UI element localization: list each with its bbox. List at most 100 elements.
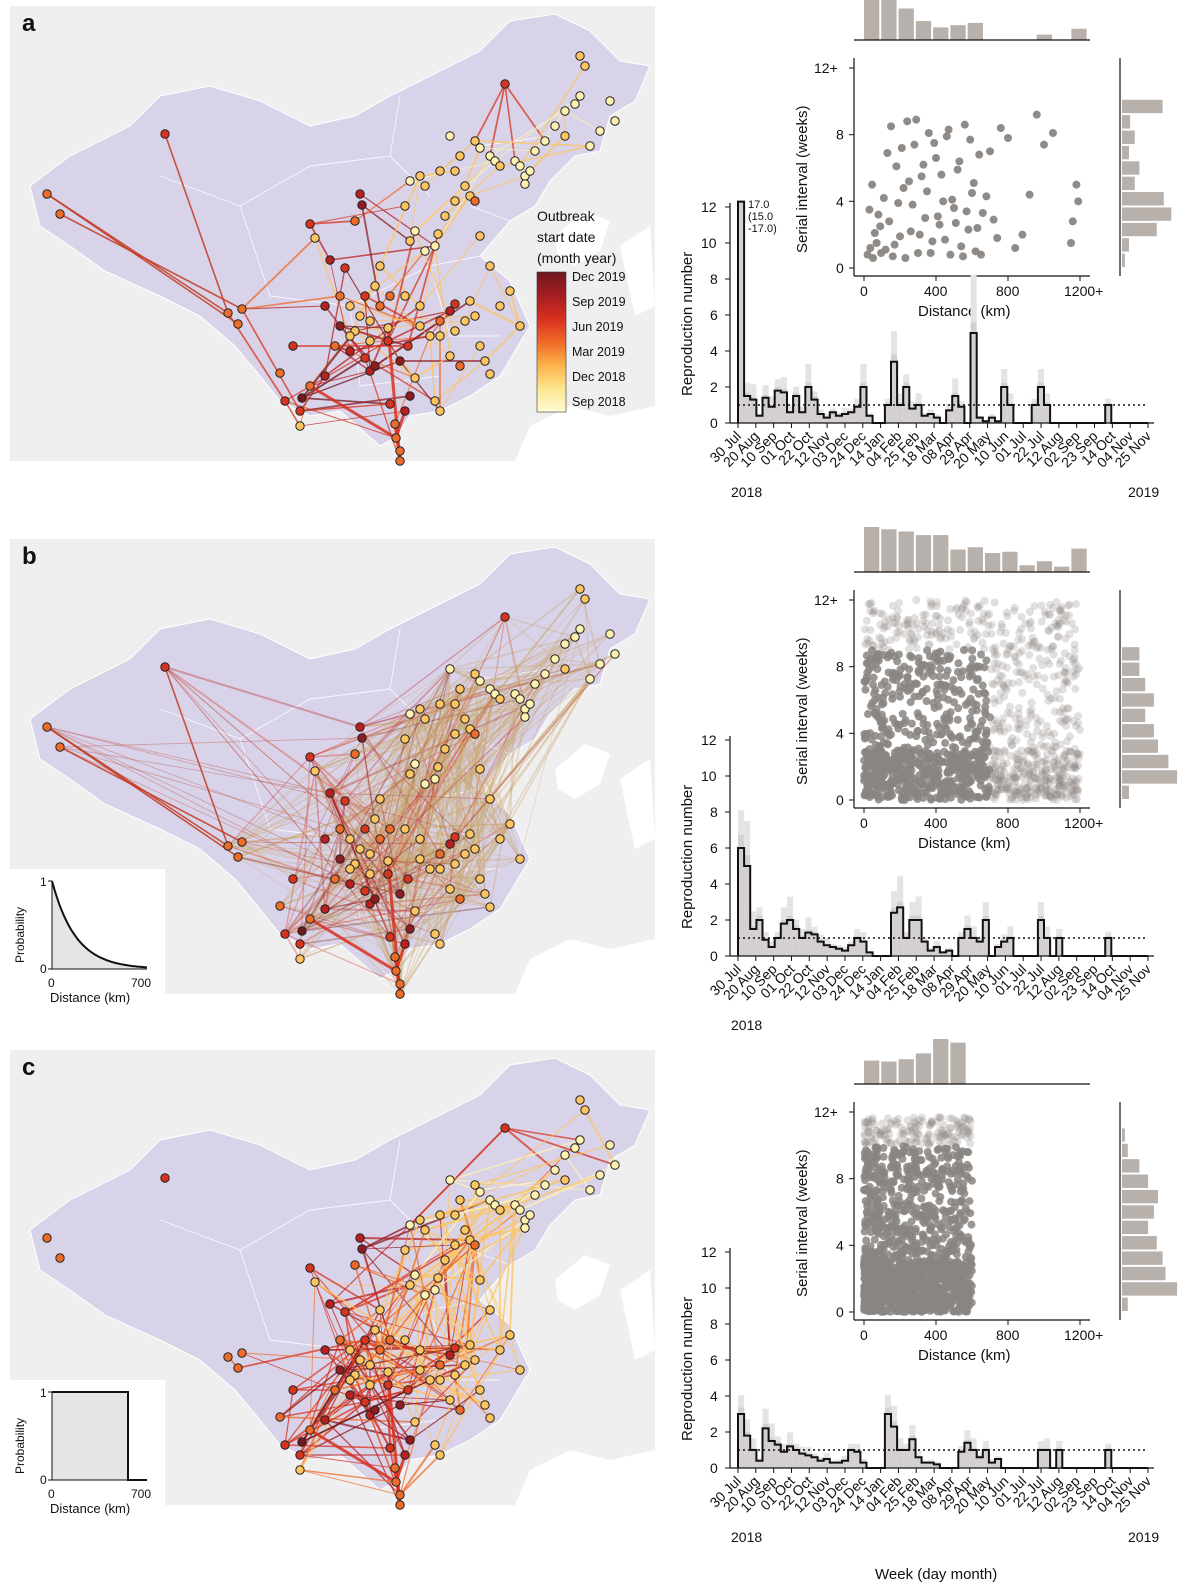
transmission-link bbox=[387, 728, 471, 875]
scatter-point bbox=[939, 629, 948, 638]
scatter-x-tick: 400 bbox=[924, 815, 948, 831]
scatter-point bbox=[1041, 783, 1050, 792]
transmission-link bbox=[474, 733, 511, 825]
transmission-link bbox=[349, 823, 511, 885]
outbreak-node bbox=[475, 341, 485, 351]
scatter-point bbox=[888, 613, 897, 622]
scatter-point bbox=[899, 1296, 908, 1305]
transmission-link bbox=[241, 828, 366, 843]
scatter-point bbox=[1056, 716, 1065, 725]
uncertainty-band bbox=[970, 935, 977, 956]
scatter-point bbox=[1006, 641, 1015, 650]
scatter-point bbox=[1065, 630, 1074, 639]
scatter-point bbox=[924, 1140, 933, 1149]
scatter-point bbox=[990, 770, 999, 779]
scatter-point bbox=[1037, 617, 1046, 626]
outbreak-node bbox=[410, 373, 420, 383]
scatter-point bbox=[913, 709, 922, 718]
uncertainty-band bbox=[988, 1461, 996, 1468]
transmission-link bbox=[424, 718, 476, 850]
scatter-point bbox=[951, 1287, 960, 1296]
outbreak-node bbox=[357, 733, 367, 743]
uncertainty-band bbox=[744, 392, 751, 423]
transmission-link bbox=[454, 693, 496, 838]
scatter-point bbox=[902, 1283, 911, 1292]
scatter-point bbox=[944, 125, 953, 134]
scatter-point bbox=[960, 773, 969, 782]
histogram-bar bbox=[1122, 724, 1154, 738]
scatter-point bbox=[1059, 783, 1068, 792]
outbreak-node bbox=[415, 854, 425, 864]
transmission-link bbox=[314, 770, 491, 908]
transmission-link bbox=[369, 818, 376, 875]
province-border bbox=[239, 205, 271, 297]
uncertainty-band bbox=[811, 396, 818, 423]
scatter-point bbox=[891, 1120, 900, 1129]
outbreak-node bbox=[395, 356, 405, 366]
scatter-point bbox=[992, 776, 1001, 785]
scatter-point bbox=[877, 680, 886, 689]
scatter-point bbox=[912, 1134, 921, 1143]
scatter-ylabel: Serial interval (weeks) bbox=[794, 105, 811, 253]
scatter-point bbox=[940, 1306, 949, 1315]
outbreak-node bbox=[237, 304, 247, 314]
scatter-point bbox=[1008, 734, 1017, 743]
outbreak-node bbox=[475, 874, 485, 884]
scatter-point bbox=[903, 618, 912, 627]
uncertainty-band bbox=[897, 402, 904, 423]
histogram-bar bbox=[1122, 1236, 1157, 1250]
scatter-point bbox=[1042, 760, 1051, 769]
scatter-point bbox=[966, 1139, 975, 1148]
outbreak-node bbox=[370, 1405, 380, 1415]
transmission-link bbox=[354, 863, 366, 892]
transmission-link bbox=[419, 245, 436, 327]
scatter-point bbox=[987, 665, 996, 674]
scatter-point bbox=[883, 1134, 892, 1143]
transmission-link bbox=[301, 397, 391, 405]
scatter-point bbox=[1074, 719, 1083, 728]
uncertainty-band bbox=[995, 945, 1002, 956]
transmission-link bbox=[361, 737, 401, 995]
scatter-point bbox=[992, 650, 1001, 659]
outbreak-node bbox=[395, 456, 405, 466]
scatter-point bbox=[997, 772, 1006, 781]
scatter-point bbox=[1063, 704, 1072, 713]
scatter-point bbox=[1055, 619, 1064, 628]
scatter-point bbox=[896, 665, 905, 674]
outbreak-node bbox=[405, 769, 415, 779]
uncertainty-band bbox=[927, 1461, 934, 1468]
scatter-point bbox=[1011, 795, 1020, 804]
transmission-link bbox=[439, 658, 556, 705]
scatter-point bbox=[926, 753, 935, 762]
transmission-link bbox=[314, 770, 371, 875]
transmission-link bbox=[354, 863, 411, 930]
kernel-x-tick: 700 bbox=[131, 976, 151, 990]
scatter-point bbox=[863, 710, 872, 719]
histogram-bar bbox=[1122, 754, 1169, 769]
scatter-point bbox=[1046, 731, 1055, 740]
transmission-link bbox=[324, 838, 351, 910]
scatter-point bbox=[1049, 758, 1058, 767]
scatter-point bbox=[897, 144, 906, 152]
scatter-point bbox=[1023, 759, 1032, 768]
transmission-link bbox=[409, 773, 486, 895]
outbreak-node bbox=[280, 929, 290, 939]
outbreak-node bbox=[605, 629, 615, 639]
outbreak-node bbox=[400, 734, 410, 744]
scatter-point bbox=[1014, 660, 1023, 669]
scatter-point bbox=[1034, 642, 1043, 651]
scatter-point bbox=[1003, 780, 1012, 789]
scatter-point bbox=[941, 634, 950, 643]
transmission-link bbox=[369, 668, 451, 905]
scatter-point bbox=[1005, 795, 1014, 804]
transmission-link bbox=[399, 1379, 431, 1496]
colorbar-title: Outbreak bbox=[537, 208, 596, 224]
scatter-point bbox=[990, 698, 999, 707]
year-label: 2018 bbox=[731, 1017, 762, 1033]
scatter-point bbox=[959, 646, 968, 655]
scatter-point bbox=[1018, 773, 1027, 782]
scatter-point bbox=[996, 753, 1005, 762]
scatter-point bbox=[1060, 751, 1069, 760]
